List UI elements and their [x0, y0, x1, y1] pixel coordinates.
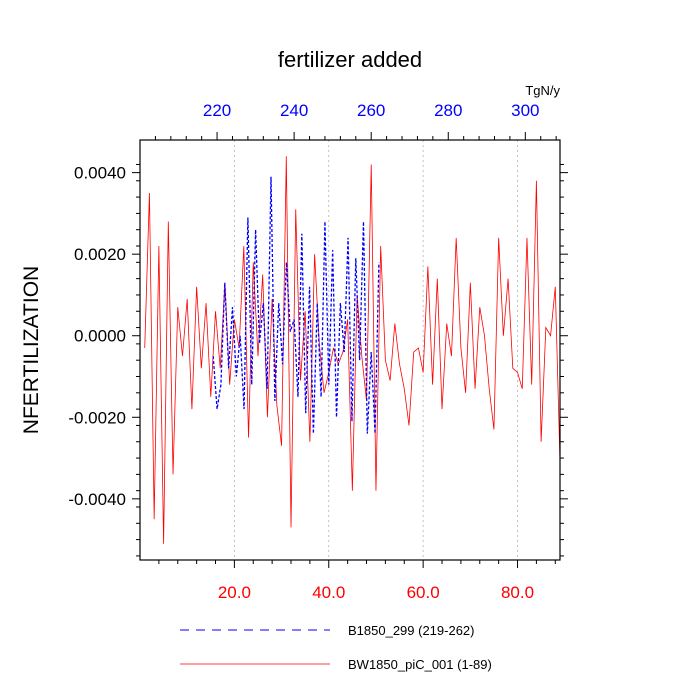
series-layer [144, 156, 560, 544]
x-tick-label-top: 260 [357, 101, 385, 120]
y-axis-label: NFERTILIZATION [20, 266, 43, 434]
x-tick-label-bottom: 60.0 [407, 583, 440, 602]
legend-label: B1850_299 (219-262) [348, 623, 475, 638]
plot-frame [139, 139, 561, 561]
x-tick-label-top: 300 [511, 101, 539, 120]
axis-ticks [132, 132, 568, 568]
y-tick-label: 0.0020 [74, 245, 126, 264]
y-tick-label: -0.0040 [68, 490, 126, 509]
y-tick-label: 0.0000 [74, 327, 126, 346]
units-label: TgN/y [525, 83, 560, 98]
x-tick-label-top: 240 [280, 101, 308, 120]
x-tick-label-bottom: 20.0 [218, 583, 251, 602]
grid-lines [233, 140, 518, 560]
x-tick-label-bottom: 80.0 [501, 583, 534, 602]
x-tick-label-bottom: 40.0 [312, 583, 345, 602]
legend-label: BW1850_piC_001 (1-89) [348, 657, 492, 672]
legend: B1850_299 (219-262) BW1850_piC_001 (1-89) [180, 623, 492, 672]
x-tick-label-top: 220 [203, 101, 231, 120]
series-line-red [144, 156, 560, 544]
x-tick-label-top: 280 [434, 101, 462, 120]
y-tick-label: -0.0020 [68, 408, 126, 427]
chart-title: fertilizer added [278, 47, 422, 72]
y-tick-label: 0.0040 [74, 164, 126, 183]
tick-labels: 0.0040 0.0020 0.0000 -0.0020 -0.0040 20.0 40.0… [68, 101, 539, 602]
